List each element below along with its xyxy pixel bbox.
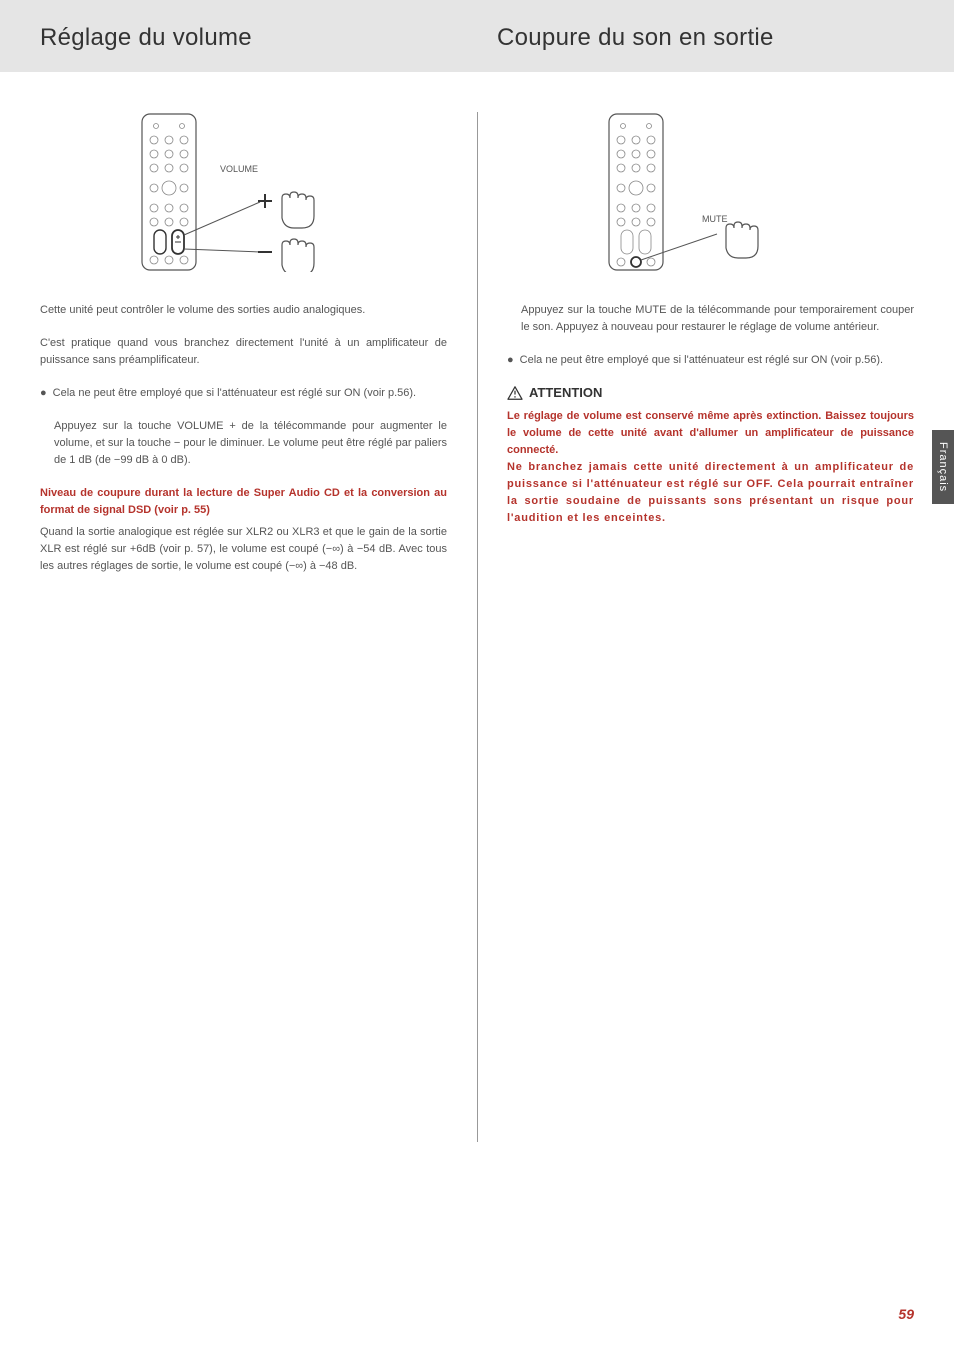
mute-label-svg: MUTE xyxy=(702,214,728,224)
header-band: Réglage du volume Coupure du son en sort… xyxy=(0,0,954,72)
volume-label-svg: VOLUME xyxy=(220,164,258,174)
attention-label: ATTENTION xyxy=(529,385,602,400)
left-bullet-1-text: Cela ne peut être employé que si l'attén… xyxy=(53,385,447,402)
bullet-dot-icon: ● xyxy=(507,352,514,369)
left-intro-2: C'est pratique quand vous branchez direc… xyxy=(40,335,447,369)
left-intro-1: Cette unité peut contrôler le volume des… xyxy=(40,302,447,319)
right-bullet-1: ● Cela ne peut être employé que si l'att… xyxy=(507,352,914,369)
header-col-right: Coupure du son en sortie xyxy=(477,24,914,52)
remote-mute-figure: MUTE xyxy=(507,112,914,302)
left-column: VOLUME Cette unité peut contrôler le vol… xyxy=(40,112,477,591)
left-para-1: Appuyez sur la touche VOLUME + de la tél… xyxy=(40,418,447,469)
warning-1: Le réglage de volume est conservé même a… xyxy=(507,408,914,459)
page-number: 59 xyxy=(898,1306,914,1322)
left-para-2: Quand la sortie analogique est réglée su… xyxy=(40,524,447,575)
attention-heading: ATTENTION xyxy=(507,385,914,400)
warning-triangle-icon xyxy=(507,386,523,400)
warning-2: Ne branchez jamais cette unité directeme… xyxy=(507,459,914,527)
header-col-left: Réglage du volume xyxy=(40,24,477,52)
remote-volume-figure: VOLUME xyxy=(40,112,447,302)
right-bullet-1-text: Cela ne peut être employé que si l'attén… xyxy=(520,352,914,369)
content-area: VOLUME Cette unité peut contrôler le vol… xyxy=(0,72,954,591)
language-tab: Français xyxy=(932,430,954,504)
section-title-left: Réglage du volume xyxy=(40,24,477,52)
right-column: MUTE Appuyez sur la touche MUTE de la té… xyxy=(477,112,914,591)
right-intro-1: Appuyez sur la touche MUTE de la télécom… xyxy=(507,302,914,336)
left-subheading: Niveau de coupure durant la lecture de S… xyxy=(40,485,447,518)
section-title-right: Coupure du son en sortie xyxy=(497,24,914,52)
bullet-dot-icon: ● xyxy=(40,385,47,402)
left-bullet-1: ● Cela ne peut être employé que si l'att… xyxy=(40,385,447,402)
